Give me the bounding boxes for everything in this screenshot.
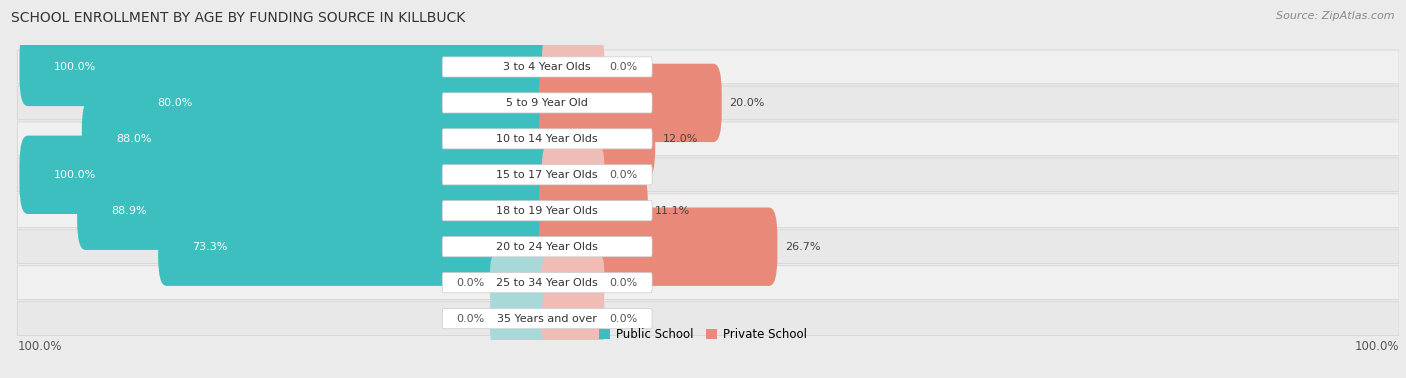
Text: Source: ZipAtlas.com: Source: ZipAtlas.com	[1277, 11, 1395, 21]
FancyBboxPatch shape	[443, 129, 652, 149]
Text: 0.0%: 0.0%	[610, 170, 638, 180]
FancyBboxPatch shape	[541, 290, 605, 347]
FancyBboxPatch shape	[82, 100, 555, 178]
FancyBboxPatch shape	[491, 290, 553, 347]
Text: 25 to 34 Year Olds: 25 to 34 Year Olds	[496, 278, 598, 288]
FancyBboxPatch shape	[443, 237, 652, 257]
FancyBboxPatch shape	[443, 308, 652, 329]
FancyBboxPatch shape	[157, 208, 555, 286]
Text: 0.0%: 0.0%	[457, 314, 485, 324]
Text: 20.0%: 20.0%	[728, 98, 765, 108]
Text: 80.0%: 80.0%	[157, 98, 193, 108]
FancyBboxPatch shape	[541, 146, 605, 203]
Text: 88.9%: 88.9%	[111, 206, 148, 216]
FancyBboxPatch shape	[17, 266, 1399, 300]
Text: 100.0%: 100.0%	[53, 170, 96, 180]
Text: 20 to 24 Year Olds: 20 to 24 Year Olds	[496, 242, 598, 252]
FancyBboxPatch shape	[538, 172, 648, 250]
Text: 88.0%: 88.0%	[117, 134, 152, 144]
Text: 10 to 14 Year Olds: 10 to 14 Year Olds	[496, 134, 598, 144]
FancyBboxPatch shape	[17, 50, 1399, 84]
Text: 0.0%: 0.0%	[610, 314, 638, 324]
Text: 35 Years and over: 35 Years and over	[498, 314, 598, 324]
FancyBboxPatch shape	[491, 254, 553, 311]
FancyBboxPatch shape	[538, 208, 778, 286]
FancyBboxPatch shape	[77, 172, 555, 250]
Text: 3 to 4 Year Olds: 3 to 4 Year Olds	[503, 62, 591, 72]
FancyBboxPatch shape	[443, 273, 652, 293]
FancyBboxPatch shape	[17, 86, 1399, 120]
Legend: Public School, Private School: Public School, Private School	[593, 324, 813, 346]
Text: 26.7%: 26.7%	[785, 242, 820, 252]
FancyBboxPatch shape	[20, 28, 555, 106]
Text: 100.0%: 100.0%	[1354, 340, 1399, 353]
FancyBboxPatch shape	[17, 230, 1399, 263]
Text: 73.3%: 73.3%	[193, 242, 228, 252]
FancyBboxPatch shape	[443, 165, 652, 185]
Text: 11.1%: 11.1%	[655, 206, 690, 216]
FancyBboxPatch shape	[17, 158, 1399, 192]
FancyBboxPatch shape	[20, 136, 555, 214]
Text: 18 to 19 Year Olds: 18 to 19 Year Olds	[496, 206, 598, 216]
Text: 100.0%: 100.0%	[53, 62, 96, 72]
Text: 5 to 9 Year Old: 5 to 9 Year Old	[506, 98, 588, 108]
Text: 15 to 17 Year Olds: 15 to 17 Year Olds	[496, 170, 598, 180]
FancyBboxPatch shape	[443, 201, 652, 221]
Text: 0.0%: 0.0%	[610, 278, 638, 288]
FancyBboxPatch shape	[541, 254, 605, 311]
Text: 12.0%: 12.0%	[662, 134, 697, 144]
Text: 0.0%: 0.0%	[457, 278, 485, 288]
FancyBboxPatch shape	[541, 39, 605, 95]
Text: 100.0%: 100.0%	[17, 340, 62, 353]
Text: 0.0%: 0.0%	[610, 62, 638, 72]
FancyBboxPatch shape	[443, 93, 652, 113]
FancyBboxPatch shape	[17, 122, 1399, 156]
Text: SCHOOL ENROLLMENT BY AGE BY FUNDING SOURCE IN KILLBUCK: SCHOOL ENROLLMENT BY AGE BY FUNDING SOUR…	[11, 11, 465, 25]
FancyBboxPatch shape	[538, 64, 721, 142]
FancyBboxPatch shape	[443, 57, 652, 77]
FancyBboxPatch shape	[17, 194, 1399, 228]
FancyBboxPatch shape	[124, 64, 555, 142]
FancyBboxPatch shape	[538, 100, 655, 178]
FancyBboxPatch shape	[17, 302, 1399, 336]
